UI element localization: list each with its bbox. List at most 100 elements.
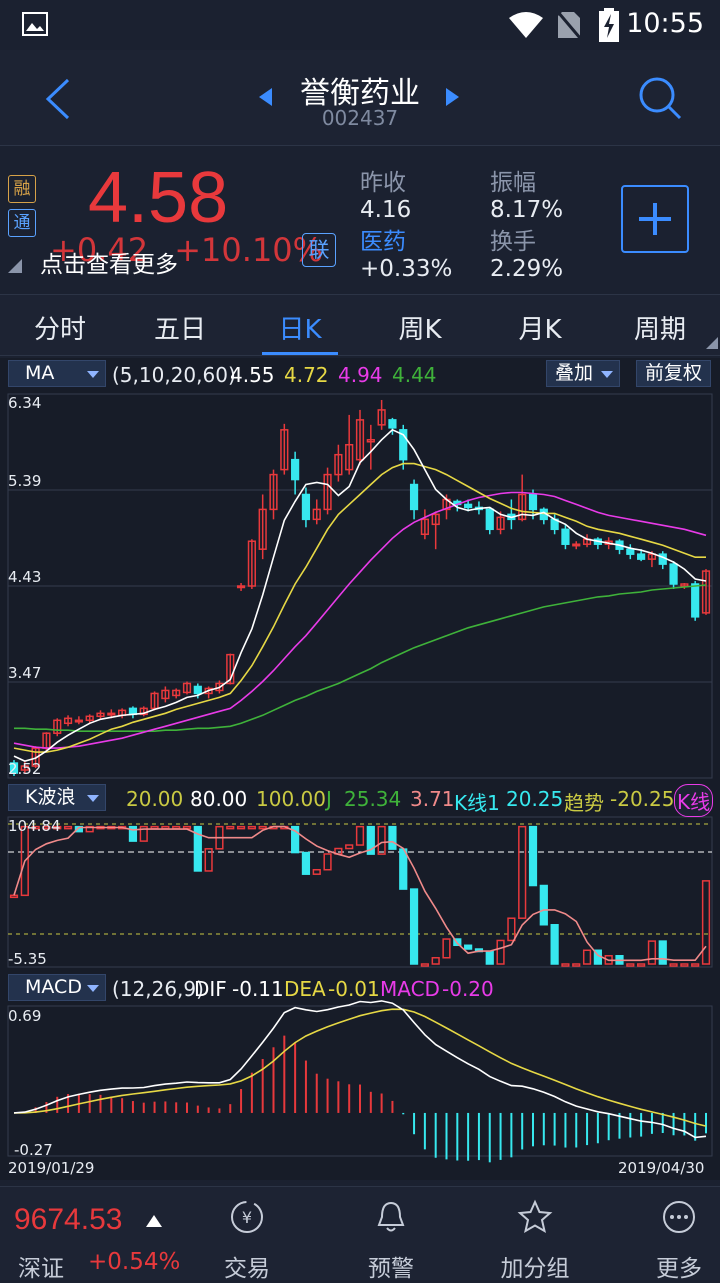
kwave-bar bbox=[63, 825, 73, 830]
candle-body bbox=[420, 518, 429, 536]
quote-panel[interactable]: 融 通 4.58 +0.42 +10.10% 点击查看更多 联 昨收 4.16 … bbox=[0, 147, 720, 293]
kwave-k1-label: K线1 bbox=[454, 791, 500, 815]
nav-add-group-label: 加分组 bbox=[500, 1256, 570, 1282]
kwave-bar bbox=[74, 825, 83, 833]
prev-stock-icon[interactable] bbox=[259, 88, 273, 106]
sector[interactable]: 医药 +0.33% bbox=[360, 222, 452, 282]
kwave-bar bbox=[377, 825, 386, 855]
kwave-bar bbox=[420, 963, 429, 967]
kwave-bar bbox=[9, 894, 19, 899]
nav-trade-label: 交易 bbox=[224, 1256, 270, 1282]
sector-change: +0.33% bbox=[360, 256, 453, 282]
add-watchlist-button[interactable] bbox=[621, 185, 689, 253]
candle-body bbox=[63, 717, 73, 725]
kwave-bar bbox=[53, 825, 62, 830]
gallery-icon bbox=[22, 12, 48, 36]
tab-five-day[interactable]: 五日 bbox=[153, 315, 206, 345]
candle-body bbox=[161, 689, 170, 700]
candle-body bbox=[247, 540, 256, 587]
candle-body bbox=[399, 429, 408, 461]
candle-body bbox=[647, 553, 657, 560]
dea-line bbox=[13, 1008, 707, 1127]
macd-axis-label: 0.69 bbox=[8, 1007, 42, 1025]
kwave-trend-label: 趋势 bbox=[564, 791, 604, 815]
ma10-line bbox=[13, 462, 706, 753]
kwave-bar bbox=[680, 963, 689, 967]
price-axis-label: 6.34 bbox=[8, 394, 42, 412]
no-sim-icon bbox=[556, 11, 582, 39]
ma20-line bbox=[13, 491, 707, 749]
nav-add-group[interactable]: 加分组 bbox=[480, 1199, 590, 1282]
kwave-axis-label: -5.35 bbox=[8, 950, 47, 968]
bottom-bar: 9674.53 深证 +0.54% ¥ 交易 预警 加分组 更多 bbox=[0, 1186, 720, 1282]
next-stock-icon[interactable] bbox=[445, 88, 459, 106]
tab-intraday[interactable]: 分时 bbox=[33, 315, 86, 345]
linked-tag[interactable]: 联 bbox=[302, 233, 336, 267]
tab-period[interactable]: 周期 bbox=[633, 315, 686, 345]
kwave-j-label: J bbox=[326, 787, 332, 811]
kwave-bar bbox=[312, 868, 321, 875]
kwave-bar bbox=[258, 825, 267, 830]
kwave-trend-value: -20.25 bbox=[610, 787, 675, 811]
chevron-down-icon bbox=[87, 795, 99, 802]
kwave-v3: 100.00 bbox=[256, 787, 326, 811]
stock-code: 002437 bbox=[321, 106, 399, 130]
kwave-bar bbox=[301, 851, 311, 875]
candle-body bbox=[496, 516, 505, 531]
ma-selector[interactable]: MA bbox=[8, 360, 106, 387]
price-axis-label: 2.52 bbox=[8, 760, 42, 778]
tab-monthly-k[interactable]: 月K bbox=[518, 315, 562, 345]
candle-body bbox=[431, 513, 440, 526]
ma60-value: 4.44 bbox=[392, 363, 437, 387]
kwave-bar bbox=[582, 949, 592, 965]
kwave-bar bbox=[701, 880, 711, 965]
kwave-bar bbox=[85, 825, 94, 833]
adjust-button[interactable]: 前复权 bbox=[636, 360, 712, 387]
candle-body bbox=[96, 712, 105, 718]
candle-body bbox=[701, 570, 711, 614]
last-price: 4.58 bbox=[88, 158, 229, 238]
search-icon[interactable] bbox=[638, 76, 682, 120]
kwave-v2: 80.00 bbox=[190, 787, 248, 811]
status-bar: 10:55 bbox=[0, 0, 720, 50]
kwave-selector[interactable]: K波浪 bbox=[8, 784, 106, 811]
index-percent: +0.54% bbox=[88, 1249, 181, 1275]
kline-chart-area[interactable]: MA (5,10,20,60) 4.55 4.72 4.94 4.44 叠加 前… bbox=[0, 358, 720, 1180]
candle-body bbox=[345, 443, 354, 471]
overlay-button[interactable]: 叠加 bbox=[546, 360, 621, 387]
kwave-line bbox=[13, 825, 707, 962]
kwave-j-value: 25.34 bbox=[344, 787, 402, 811]
ma-params: (5,10,20,60) bbox=[112, 363, 236, 387]
kwave-bar bbox=[507, 917, 516, 942]
kwave-axis-label: 104.84 bbox=[8, 817, 61, 835]
overlay-label: 叠加 bbox=[555, 362, 594, 384]
nav-trade[interactable]: ¥ 交易 bbox=[192, 1199, 302, 1282]
candle-body bbox=[680, 583, 689, 587]
turnover: 换手 2.29% bbox=[490, 222, 563, 282]
kwave-k-value: 3.71 bbox=[410, 787, 455, 811]
kwave-bar bbox=[626, 963, 635, 967]
nav-more[interactable]: 更多 bbox=[624, 1199, 720, 1282]
turnover-value: 2.29% bbox=[490, 256, 564, 282]
tab-weekly-k[interactable]: 周K bbox=[398, 315, 442, 345]
candle-body bbox=[280, 429, 289, 471]
kwave-bar bbox=[550, 924, 559, 965]
prev-close: 昨收 4.16 bbox=[360, 163, 411, 223]
tab-daily-k[interactable]: 日K bbox=[278, 315, 322, 345]
candle-body bbox=[236, 585, 246, 589]
back-icon[interactable] bbox=[44, 78, 72, 120]
index-value[interactable]: 9674.53 bbox=[14, 1203, 123, 1236]
kwave-kline-toggle[interactable]: K线 bbox=[674, 784, 714, 817]
kwave-bar bbox=[193, 825, 202, 872]
candle-body bbox=[74, 719, 83, 723]
plus-icon bbox=[639, 203, 671, 235]
candle-body bbox=[561, 528, 570, 545]
kwave-bar bbox=[323, 853, 332, 871]
candle-body bbox=[409, 483, 419, 511]
kwave-bar bbox=[204, 848, 213, 872]
macd-selector[interactable]: MACD bbox=[8, 974, 106, 1001]
candle-body bbox=[572, 543, 581, 547]
nav-alert[interactable]: 预警 bbox=[336, 1199, 446, 1282]
more-hint[interactable]: 点击查看更多 bbox=[40, 252, 178, 278]
turnover-label: 换手 bbox=[490, 229, 536, 255]
